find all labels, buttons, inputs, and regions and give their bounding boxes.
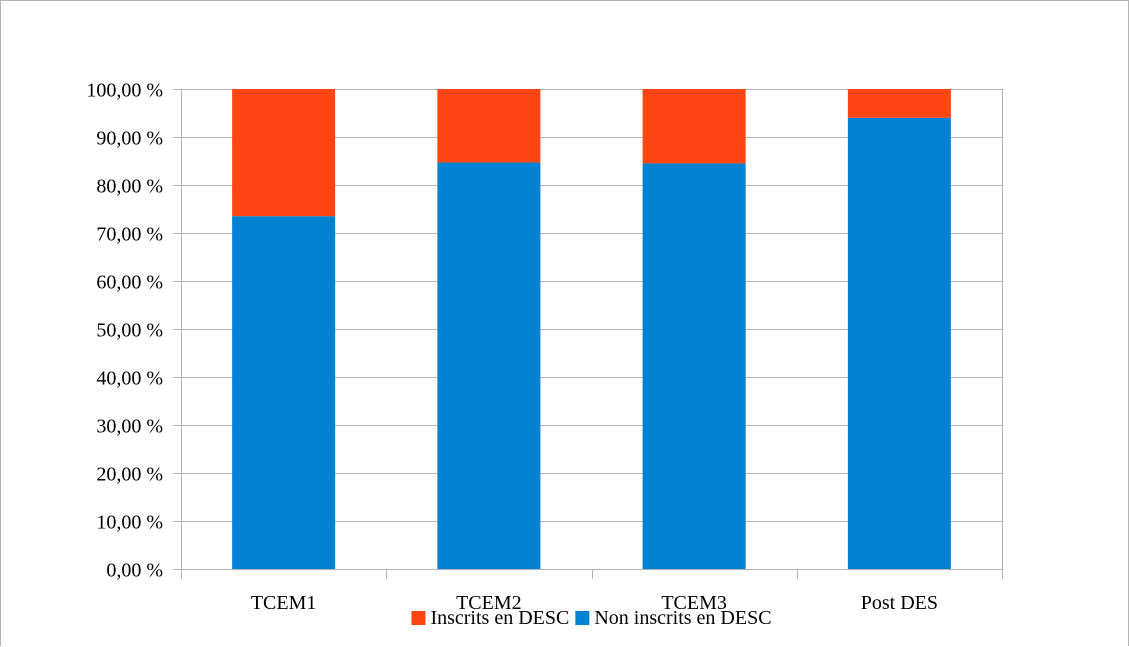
legend-item: Inscrits en DESC	[411, 607, 569, 629]
y-tick-label: 10,00 %	[96, 512, 163, 534]
bar-inscrits-en-desc-tcem2	[437, 89, 541, 163]
x-tick-label: Post DES	[861, 592, 938, 614]
legend-swatch	[575, 611, 590, 625]
x-tick-label: TCEM2	[456, 592, 522, 614]
y-tick-label: 90,00 %	[96, 128, 163, 150]
y-tick-label: 60,00 %	[96, 272, 163, 294]
bar-inscrits-en-desc-post-des	[847, 89, 951, 118]
bar-non-inscrits-en-desc-tcem1	[232, 216, 336, 569]
legend-item: Non inscrits en DESC	[575, 607, 772, 629]
legend-swatch	[411, 611, 426, 625]
legend-label: Inscrits en DESC	[430, 607, 569, 629]
y-tick-labels: 0,00 % 10,00 % 20,00 % 30,00 % 40,00 % 50,00 …	[86, 80, 163, 582]
y-tick-label: 40,00 %	[96, 368, 163, 390]
y-tick-label: 100,00 %	[86, 80, 163, 102]
y-tick-label: 80,00 %	[96, 176, 163, 198]
legend: Inscrits en DESC Non inscrits en DESC	[411, 607, 772, 629]
x-tick-labels: TCEM1 TCEM2 TCEM3 Post DES	[251, 592, 938, 614]
bars	[232, 89, 951, 570]
axes	[181, 89, 1003, 579]
y-tick-label: 70,00 %	[96, 224, 163, 246]
bar-non-inscrits-en-desc-post-des	[847, 117, 951, 570]
bar-inscrits-en-desc-tcem1	[232, 89, 336, 217]
x-tick-label: TCEM1	[251, 592, 317, 614]
bar-inscrits-en-desc-tcem3	[642, 89, 746, 164]
legend-label: Non inscrits en DESC	[594, 607, 771, 629]
bar-non-inscrits-en-desc-tcem3	[642, 163, 746, 569]
bar-non-inscrits-en-desc-tcem2	[437, 162, 541, 569]
y-tick-label: 0,00 %	[106, 560, 163, 582]
x-tick-label: TCEM3	[661, 592, 727, 614]
y-tick-label: 30,00 %	[96, 416, 163, 438]
y-tick-label: 20,00 %	[96, 464, 163, 486]
y-tick-label: 50,00 %	[96, 320, 163, 342]
